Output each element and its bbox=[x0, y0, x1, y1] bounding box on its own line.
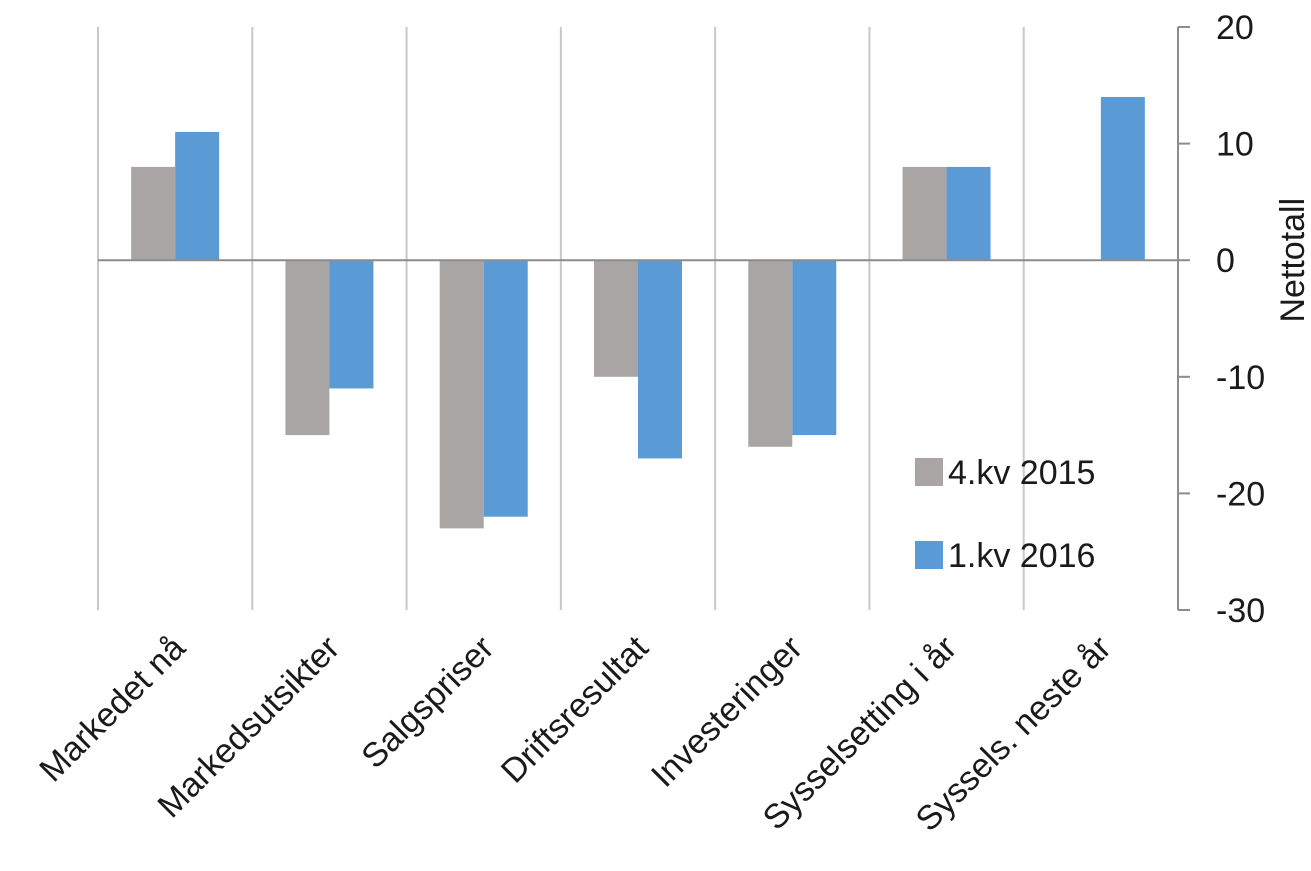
bar-series2 bbox=[329, 260, 374, 389]
bar-series2 bbox=[483, 260, 528, 517]
bar-series2 bbox=[638, 260, 682, 459]
bar-series1 bbox=[285, 260, 330, 436]
legend-label: 4.kv 2015 bbox=[948, 454, 1095, 492]
category-label: Markedet nå bbox=[32, 629, 193, 790]
legend-swatch bbox=[915, 458, 943, 486]
legend-swatch bbox=[915, 541, 943, 569]
category-gridlines bbox=[97, 27, 1025, 610]
bar-series1 bbox=[594, 260, 638, 377]
y-tick-label: -10 bbox=[1216, 359, 1265, 397]
legend-label: 1.kv 2016 bbox=[948, 537, 1095, 575]
y-tick-label: -20 bbox=[1216, 475, 1265, 513]
y-tick-label: 10 bbox=[1216, 126, 1254, 164]
bar-series2 bbox=[792, 260, 837, 436]
y-axis: 20 10 0 -10 -20 -30 bbox=[1177, 9, 1265, 630]
bar-series1 bbox=[902, 166, 947, 261]
legend: 4.kv 2015 1.kv 2016 bbox=[915, 454, 1095, 575]
y-tick-label: 0 bbox=[1216, 242, 1235, 280]
category-label: Investeringer bbox=[644, 629, 810, 795]
bar-series1 bbox=[439, 260, 484, 529]
y-axis-title: Nettotall bbox=[1274, 198, 1311, 323]
bar-series2 bbox=[1100, 96, 1145, 261]
bar-series1 bbox=[131, 166, 176, 261]
bar-series1 bbox=[748, 260, 793, 447]
bar-series2 bbox=[946, 166, 991, 261]
bar-series2 bbox=[175, 131, 220, 261]
category-label: Driftsresultat bbox=[494, 628, 656, 790]
bars-group bbox=[131, 96, 1145, 529]
y-tick-label: -30 bbox=[1216, 592, 1265, 630]
category-label: Salgspriser bbox=[354, 629, 501, 776]
y-tick-label: 20 bbox=[1216, 9, 1254, 47]
